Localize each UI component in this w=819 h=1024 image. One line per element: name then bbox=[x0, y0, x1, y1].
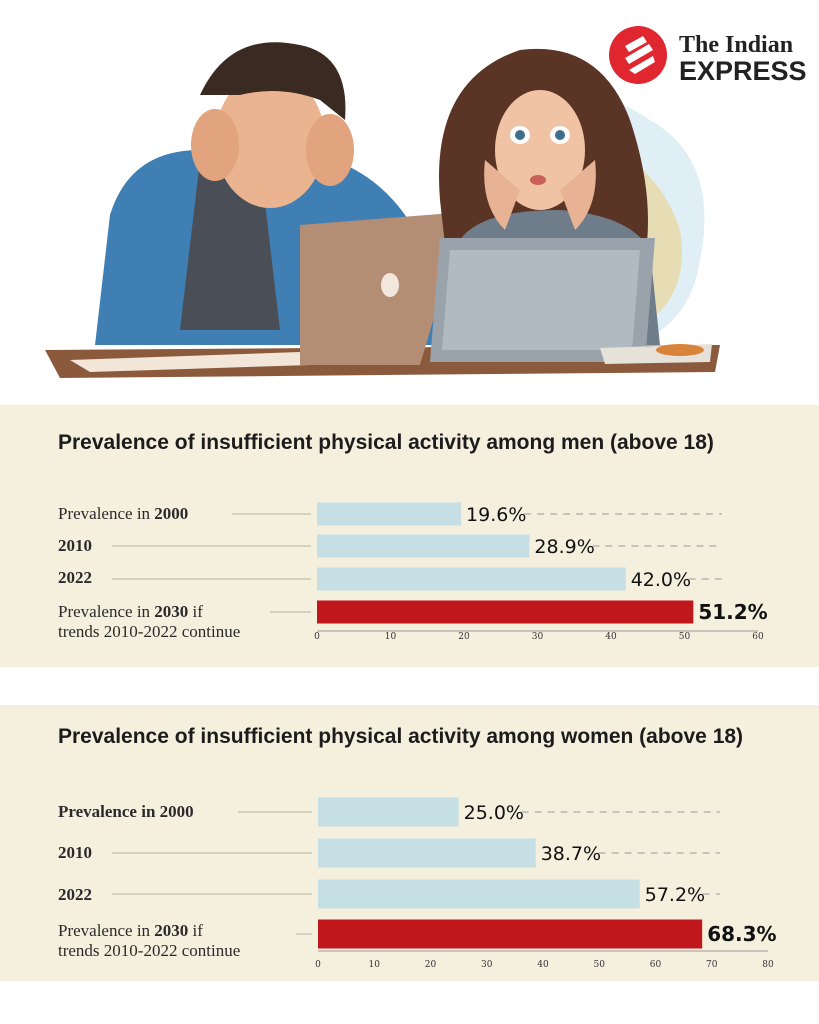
women-bar-2 bbox=[318, 879, 640, 909]
women-tick-label-2: 20 bbox=[425, 960, 437, 970]
women-tick-label-7: 70 bbox=[706, 960, 718, 970]
women-label-2022: 2022 bbox=[58, 885, 92, 904]
women-bar-3 bbox=[318, 919, 703, 949]
men-tick-label-6: 60 bbox=[752, 632, 764, 642]
men-value-label-3: 51.2% bbox=[698, 600, 767, 624]
men-tick-label-2: 20 bbox=[458, 632, 470, 642]
men-bar-0 bbox=[317, 502, 462, 526]
men-label-2030: Prevalence in 2030 if trends 2010-2022 co… bbox=[58, 602, 241, 641]
women-bar-chart: 25.0% 38.7% 57.2%68.3% 0 10 20 30 40 50 60 70 80 bbox=[112, 797, 777, 970]
men-tick-label-3: 30 bbox=[532, 632, 544, 642]
men-bar-chart: 19.6% 28.9% 42.0% 51.2% 0 10 20 30 40 50 60 bbox=[112, 502, 768, 642]
men-tick-label-4: 40 bbox=[605, 632, 617, 642]
men-bar-3 bbox=[317, 600, 694, 624]
men-chart-title: Prevalence of insufficient physical acti… bbox=[58, 431, 714, 454]
logo-line1: The Indian bbox=[679, 32, 793, 58]
stressed-people-illustration bbox=[45, 42, 720, 378]
women-bar-1 bbox=[318, 838, 536, 868]
women-bar-0 bbox=[318, 797, 459, 827]
men-label-2000: Prevalence in 2000 bbox=[58, 504, 189, 523]
men-value-label-1: 28.9% bbox=[534, 536, 594, 558]
men-value-label-0: 19.6% bbox=[466, 504, 526, 526]
women-chart-panel: Prevalence of insufficient physical acti… bbox=[0, 705, 819, 981]
men-label-2010: 2010 bbox=[58, 536, 92, 555]
women-value-label-3: 68.3% bbox=[707, 922, 776, 946]
women-value-label-1: 38.7% bbox=[541, 843, 601, 865]
men-chart-panel: Prevalence of insufficient physical acti… bbox=[0, 405, 819, 667]
women-value-label-2: 57.2% bbox=[645, 884, 705, 906]
women-tick-label-5: 50 bbox=[594, 960, 606, 970]
hero-illustration: The Indian EXPRESS bbox=[0, 0, 819, 405]
women-tick-label-3: 30 bbox=[481, 960, 493, 970]
men-tick-label-5: 50 bbox=[679, 632, 691, 642]
men-tick-label-0: 0 bbox=[314, 632, 320, 642]
women-tick-label-8: 80 bbox=[762, 960, 774, 970]
women-chart-title: Prevalence of insufficient physical acti… bbox=[58, 725, 744, 748]
women-label-2030: Prevalence in 2030 if trends 2010-2022 co… bbox=[58, 921, 241, 960]
women-value-label-0: 25.0% bbox=[464, 802, 524, 824]
women-tick-label-6: 60 bbox=[650, 960, 662, 970]
women-tick-label-4: 40 bbox=[537, 960, 549, 970]
logo-line2: EXPRESS bbox=[679, 56, 807, 86]
indian-express-logo: The Indian EXPRESS bbox=[609, 26, 807, 86]
women-label-2000: Prevalence in 2000 bbox=[58, 802, 194, 821]
women-tick-label-1: 10 bbox=[369, 960, 381, 970]
men-bar-1 bbox=[317, 534, 530, 558]
men-value-label-2: 42.0% bbox=[631, 569, 691, 591]
men-label-2022: 2022 bbox=[58, 568, 92, 587]
men-tick-label-1: 10 bbox=[385, 632, 397, 642]
women-tick-label-0: 0 bbox=[315, 960, 321, 970]
men-bar-2 bbox=[317, 567, 626, 591]
women-label-2010: 2010 bbox=[58, 843, 92, 862]
